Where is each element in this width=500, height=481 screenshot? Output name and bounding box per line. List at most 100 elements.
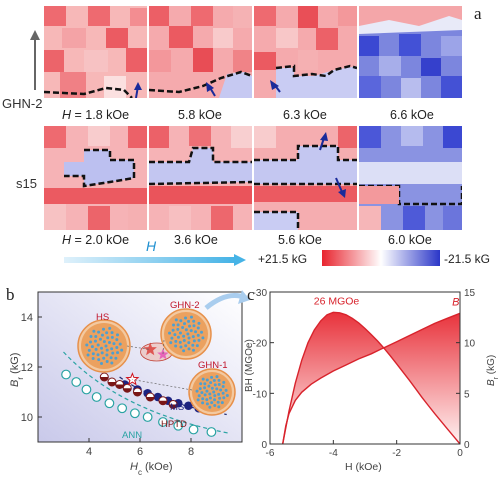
grain-dot: [196, 398, 200, 402]
x-tick-label-c: -6: [266, 448, 275, 459]
grain-dot: [179, 319, 183, 323]
grain-dot: [208, 396, 212, 400]
grain-dot: [100, 362, 104, 366]
domain-tile-row1-3: [254, 6, 357, 98]
grain-dot: [219, 388, 223, 392]
grain-dot: [196, 326, 200, 330]
grain-dot: [200, 330, 204, 334]
grain-dot: [176, 323, 180, 327]
grain-dot: [216, 400, 220, 404]
panel-c-letter: c: [247, 285, 255, 304]
b-curve-label: B: [452, 296, 459, 308]
grain-dot: [203, 393, 207, 397]
x-axis-label-b: Hc (kOe): [130, 461, 173, 477]
grain-dot: [217, 378, 221, 382]
y-tick-label-b: 14: [21, 312, 33, 324]
grain-dot: [199, 382, 203, 386]
y-left-tick-label-c: -20: [253, 339, 268, 350]
grain-dot: [187, 336, 191, 340]
grain-dot: [221, 384, 225, 388]
grain-dot: [105, 348, 109, 352]
grain-dot: [192, 339, 196, 343]
x-axis-label-c: H (kOe): [345, 461, 382, 473]
grain-dot: [213, 404, 217, 408]
hs-star: [143, 342, 157, 356]
hptd-point-fill: [100, 377, 109, 381]
grain-dot: [203, 382, 207, 386]
grain-dot: [217, 383, 221, 387]
grain-dot: [197, 338, 201, 342]
hptd-point-fill: [146, 397, 155, 401]
grain-dot: [176, 335, 180, 339]
grain-dot: [215, 375, 219, 379]
grain-dot: [217, 392, 221, 396]
bh-curve: [282, 311, 461, 445]
grain-dot: [217, 405, 221, 409]
y-right-tick-label-c: 10: [464, 339, 476, 350]
ann-point: [81, 384, 92, 395]
domain-tile-row1-1: [44, 6, 147, 98]
grain-dot: [110, 335, 114, 339]
grain-dot: [210, 401, 214, 405]
y-tick-label-b: 10: [21, 412, 33, 424]
grain-dot: [112, 342, 116, 346]
grain-dot: [97, 358, 101, 362]
ann-point: [142, 412, 153, 422]
ms-point: [184, 401, 193, 411]
grain-dot: [170, 336, 174, 340]
ms-label: MS: [170, 402, 184, 413]
grain-dot: [197, 394, 201, 398]
hptd-label: HPTD: [161, 419, 187, 430]
row2-field-label-1: H = 2.0 kOe: [62, 233, 130, 247]
grain-dot: [176, 327, 180, 331]
field-direction-arrow-icon: [64, 254, 246, 266]
magnetization-map-1-1: [44, 6, 147, 98]
x-tick-label-c: -4: [329, 448, 338, 459]
grain-dot: [210, 375, 214, 379]
magnetization-map-2-4: [359, 126, 462, 230]
hptd-point-fill: [115, 384, 124, 389]
grain-dot: [92, 329, 96, 333]
grain-dot: [205, 389, 209, 393]
grain-dot: [187, 341, 191, 345]
grain-dot: [220, 401, 224, 405]
hptd-point-fill: [107, 382, 116, 386]
grain-dot: [168, 331, 172, 335]
grain-dot: [191, 343, 195, 347]
grain-dot: [173, 333, 177, 337]
grain-dot: [108, 326, 112, 330]
grain-dot: [172, 323, 176, 327]
ann-point: [104, 398, 115, 409]
row2-label: s15: [16, 176, 37, 191]
y-right-tick-label-c: 5: [464, 389, 470, 400]
magnetization-map-2-3: [254, 126, 357, 230]
row1-field-label-3: 6.3 kOe: [283, 108, 327, 122]
ann-point: [173, 420, 184, 431]
hptd-point-fill: [123, 388, 132, 393]
grain-dot: [207, 384, 211, 388]
grain-dot: [201, 336, 205, 340]
grain-dot: [111, 351, 115, 355]
row1-field-label-1: H = 1.8 kOe: [62, 108, 130, 122]
grain-dot: [200, 391, 204, 395]
magnetization-map-1-3: [254, 6, 357, 98]
grain-dot: [104, 344, 108, 348]
grain-dot: [118, 342, 122, 346]
grain-dot: [102, 340, 106, 344]
x-tick-label-b: 6: [137, 446, 143, 458]
grain-dot: [210, 386, 214, 390]
grain-dot: [93, 339, 97, 343]
grain-dot: [105, 360, 109, 364]
grain-dot: [183, 322, 187, 326]
ghn2-connector: [162, 339, 165, 355]
y-right-tick-label-c: 0: [464, 440, 470, 451]
grain-dot: [110, 361, 114, 365]
grain-dot: [201, 397, 205, 401]
grain-dot: [213, 398, 217, 402]
legend-neg-label: -21.5 kG: [444, 252, 491, 266]
vertical-arrow-icon: [30, 30, 40, 90]
ann-point: [61, 369, 71, 380]
grain-dot: [99, 346, 103, 350]
grain-dot: [201, 377, 205, 381]
grain-dot: [212, 379, 216, 383]
